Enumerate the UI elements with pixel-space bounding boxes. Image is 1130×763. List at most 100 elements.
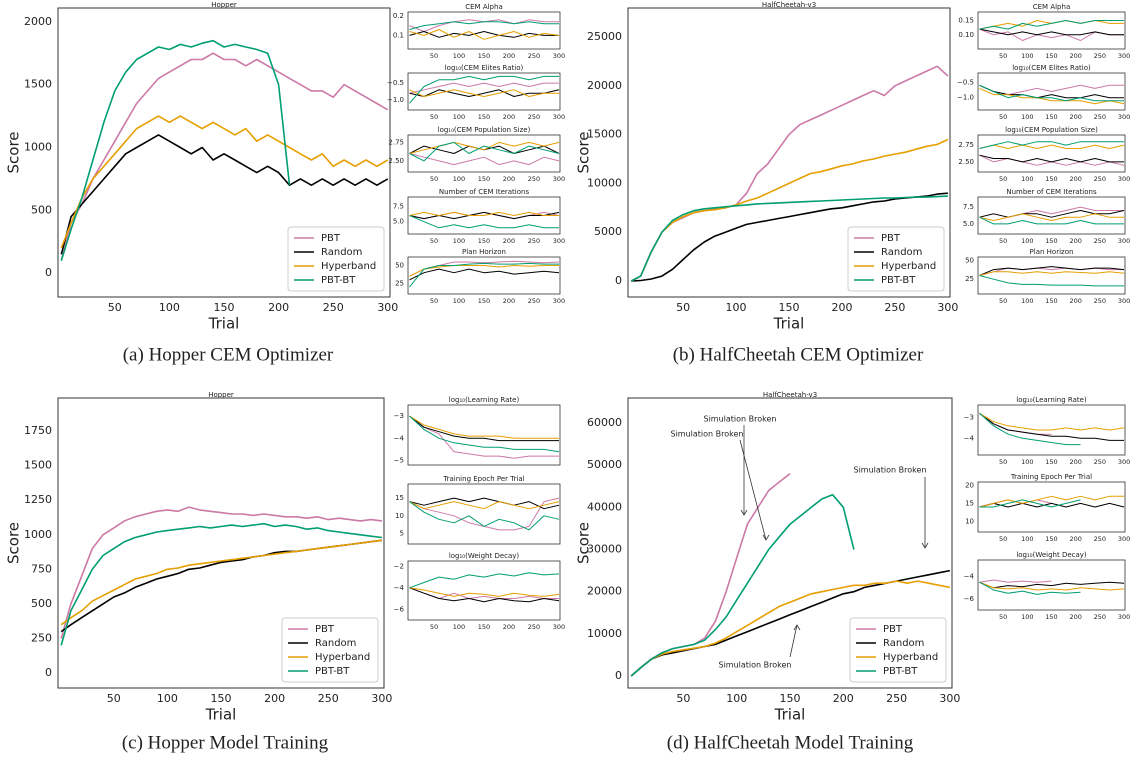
y-tick-label: 250 <box>31 631 52 644</box>
legend-label: Hyperband <box>321 261 376 272</box>
x-axis-label: Trial <box>773 315 805 333</box>
subplot-y-tick-label: 50 <box>395 262 404 270</box>
series-line <box>409 265 559 277</box>
subplot-x-tick-label: 300 <box>1118 113 1130 121</box>
subplot-frame <box>407 134 561 173</box>
series-line <box>409 141 560 154</box>
subplot-x-tick-label: 200 <box>503 623 515 631</box>
series-line <box>409 141 560 162</box>
subplot-x-tick-label: 300 <box>1118 52 1130 60</box>
series-line <box>979 495 1124 508</box>
subplot-x-tick-label: 150 <box>478 297 490 305</box>
subplot-title: Plan Horizon <box>1030 248 1074 256</box>
subplot-x-tick-label: 150 <box>1045 458 1057 466</box>
subplot-y-tick-label: 25 <box>965 275 974 283</box>
subplot-x-tick-label: 50 <box>430 113 438 121</box>
subplot-title: log₁₀(CEM Elites Ratio) <box>1012 64 1091 72</box>
subplot-x-tick-label: 150 <box>478 113 490 121</box>
series-line <box>409 82 559 94</box>
legend-box <box>287 226 385 292</box>
series-line <box>979 87 1125 105</box>
series-line <box>60 52 389 261</box>
subplot-x-tick-label: 250 <box>1094 237 1106 245</box>
annotation-arrow <box>789 624 798 658</box>
y-tick-label: 0 <box>615 669 622 682</box>
subplot-x-tick-label: 50 <box>430 237 438 245</box>
annotation: Simulation Broken <box>854 466 927 475</box>
subplot-x-tick-label: 200 <box>1069 237 1081 245</box>
subplot-y-tick-label: 0.15 <box>958 17 974 25</box>
y-tick-label: 0 <box>615 274 622 287</box>
series-line <box>409 89 560 97</box>
caption: (a) Hopper CEM Optimizer <box>123 344 334 365</box>
series-line <box>979 499 1081 508</box>
x-tick-label: 300 <box>939 692 960 705</box>
series-line <box>631 192 948 282</box>
subplot-x-tick-label: 300 <box>553 175 565 183</box>
x-tick-label: 200 <box>264 692 285 705</box>
subplot-y-tick-label: −1.0 <box>957 94 974 102</box>
annotation: Simulation Broken <box>719 661 792 670</box>
subplot-x-tick-label: 150 <box>478 52 490 60</box>
legend-label: Random <box>315 638 356 649</box>
y-tick-label: 60000 <box>587 416 622 429</box>
caption: (b) HalfCheetah CEM Optimizer <box>673 344 924 365</box>
x-tick-label: 200 <box>268 301 289 314</box>
subplot-x-tick-label: 50 <box>430 623 438 631</box>
series-line <box>979 412 1124 441</box>
subplot-x-tick-label: 100 <box>1021 52 1033 60</box>
subplot-x-tick-label: 50 <box>999 297 1007 305</box>
x-tick-label: 50 <box>108 301 122 314</box>
subplot-frame <box>407 560 561 621</box>
series-line <box>979 84 1124 99</box>
series-line <box>979 579 1052 583</box>
x-tick-label: 250 <box>886 692 907 705</box>
y-tick-label: 0 <box>45 666 52 679</box>
subplot-x-tick-label: 100 <box>1021 458 1033 466</box>
legend-label: Hyperband <box>881 261 936 272</box>
subplot-title: Training Epoch Per Trial <box>442 475 524 483</box>
series-line <box>409 497 560 510</box>
series-line <box>979 275 1124 287</box>
y-tick-label: 1000 <box>24 528 52 541</box>
subplot-x-tick-label: 100 <box>453 623 465 631</box>
x-tick-label: 300 <box>371 692 392 705</box>
subplot-y-tick-label: 2.50 <box>958 158 974 166</box>
subplot-title: Training Epoch Per Trial <box>1010 473 1092 481</box>
series-line <box>979 154 1124 163</box>
subplot-y-tick-label: 0.2 <box>393 12 404 20</box>
y-axis-label: Score <box>5 131 23 173</box>
subplot-x-tick-label: 250 <box>1094 52 1106 60</box>
subplot-x-tick-label: 150 <box>478 237 490 245</box>
subplot-y-tick-label: −4 <box>964 434 975 442</box>
series-line <box>979 144 1125 149</box>
series-line <box>409 211 559 216</box>
legend-label: PBT-BT <box>321 275 356 286</box>
subplot-x-tick-label: 50 <box>430 175 438 183</box>
x-tick-label: 250 <box>884 301 905 314</box>
subplot-x-tick-label: 250 <box>1094 458 1106 466</box>
series-line <box>979 84 1124 102</box>
y-tick-label: 5000 <box>594 225 622 238</box>
subplot-frame <box>977 256 1126 295</box>
series-line <box>979 581 1125 591</box>
subplot-title: Number of CEM Iterations <box>1006 188 1097 196</box>
y-tick-label: 10000 <box>587 627 622 640</box>
subplot-x-tick-label: 250 <box>528 297 540 305</box>
subplot-x-tick-label: 300 <box>1118 297 1130 305</box>
series-line <box>409 211 560 220</box>
series-line <box>979 266 1125 276</box>
legend-label: PBT <box>881 233 901 244</box>
series-line <box>409 75 559 104</box>
series-line <box>979 412 1125 431</box>
series-line <box>979 210 1125 218</box>
subplot-x-tick-label: 200 <box>503 237 515 245</box>
subplot-x-tick-label: 50 <box>999 613 1007 621</box>
subplot-x-tick-label: 50 <box>430 297 438 305</box>
subplot-x-tick-label: 250 <box>1094 175 1106 183</box>
caption: (c) Hopper Model Training <box>122 732 329 753</box>
x-tick-label: 100 <box>157 692 178 705</box>
subplot-title: log₁₀(Learning Rate) <box>1016 396 1087 404</box>
chart-title: HalfCheetah-v3 <box>762 1 816 9</box>
subplot-x-tick-label: 250 <box>528 175 540 183</box>
